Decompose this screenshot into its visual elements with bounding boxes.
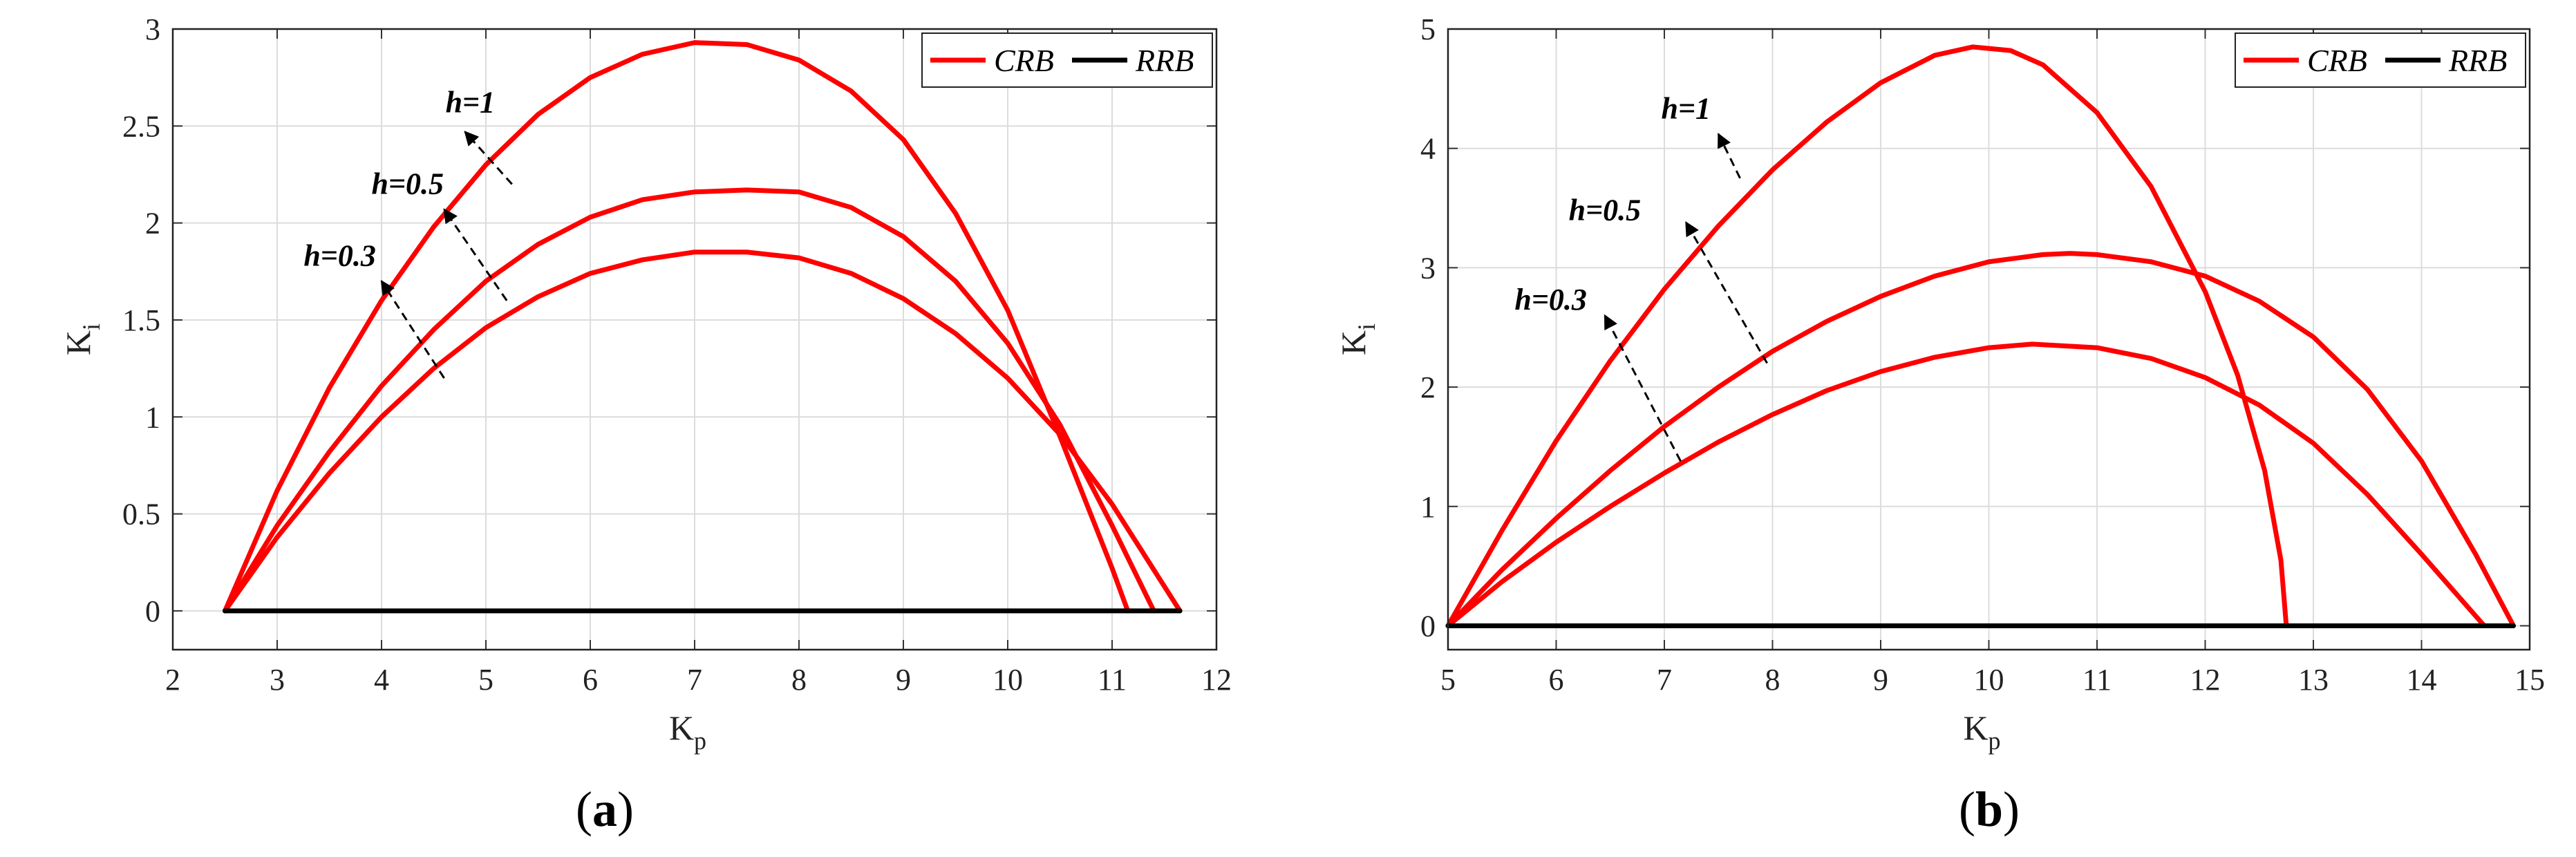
- axes-frame: [1447, 28, 2531, 651]
- series-line-crb-h-1: [223, 40, 1131, 614]
- caption-close-paren: ): [617, 782, 634, 837]
- x-tick-label: 10: [1974, 663, 2004, 697]
- x-tick-label: 6: [583, 663, 598, 697]
- subfigure-caption: (b): [1959, 782, 2020, 837]
- y-tick-label: 2: [145, 207, 160, 241]
- y-tick-label: 0.5: [122, 498, 160, 531]
- x-tick-label: 7: [1657, 663, 1672, 697]
- y-tick-label: 2.5: [122, 109, 160, 143]
- x-tick-label: 8: [1765, 663, 1780, 697]
- legend-label-rrb: RRB: [1135, 43, 1194, 78]
- series-line-crb-h-0-5: [1445, 251, 2517, 628]
- y-axis-label-main: K: [59, 330, 97, 355]
- x-tick-label: 2: [165, 663, 180, 697]
- x-axis-label-main: K: [669, 708, 694, 747]
- annotation-label: h=1: [446, 86, 496, 120]
- y-axis-label-sub: i: [77, 323, 105, 330]
- x-tick-label: 5: [478, 663, 493, 697]
- x-tick-label: 7: [687, 663, 702, 697]
- x-tick-label: 8: [791, 663, 807, 697]
- legend-label-crb: CRB: [994, 43, 1054, 78]
- legend-label-crb: CRB: [2307, 43, 2367, 78]
- subplot-a: 2 3 4 5 6 7 8 9 10 11 1200.511.522.53KpKih=1h=0.5h…: [59, 12, 1232, 837]
- x-tick-label: 11: [1098, 663, 1127, 697]
- x-tick-label: 9: [896, 663, 911, 697]
- x-axis-label: Kp: [1963, 708, 2000, 755]
- annotation-label: h=0.3: [1514, 283, 1587, 317]
- x-tick-label: 10: [993, 663, 1023, 697]
- y-axis-label: Ki: [1334, 323, 1380, 355]
- annotation-label: h=1: [1662, 92, 1711, 126]
- y-tick-label: 3: [145, 12, 160, 46]
- series-line-crb-h-1: [1445, 44, 2289, 628]
- x-axis-label-sub: p: [1989, 727, 2001, 755]
- x-axis-label-main: K: [1963, 708, 1988, 747]
- caption-letter: a: [592, 782, 617, 837]
- x-tick-label: 12: [1201, 663, 1232, 697]
- x-axis-label: Kp: [669, 708, 706, 755]
- subfigure-caption: (a): [576, 782, 634, 837]
- x-axis-label-sub: p: [694, 727, 706, 755]
- x-tick-label: 9: [1873, 663, 1888, 697]
- series-line-crb-h-0-5: [223, 187, 1156, 614]
- y-tick-label: 1: [145, 400, 160, 434]
- annotation-label: h=0.5: [1569, 193, 1642, 227]
- annotation-arrow: [464, 131, 513, 185]
- x-tick-label: 6: [1549, 663, 1564, 697]
- x-tick-label: 14: [2407, 663, 2437, 697]
- x-tick-label: 13: [2298, 663, 2329, 697]
- x-tick-label: 4: [374, 663, 389, 697]
- y-axis-label: Ki: [59, 323, 105, 355]
- y-tick-label: 1.5: [122, 303, 160, 337]
- series-line-crb-h-0-3: [1445, 341, 2487, 628]
- x-tick-label: 11: [2083, 663, 2112, 697]
- y-tick-label: 2: [1420, 370, 1436, 404]
- legend-label-rrb: RRB: [2448, 43, 2507, 78]
- x-tick-label: 15: [2514, 663, 2545, 697]
- series-line-crb-h-0-3: [223, 249, 1183, 614]
- x-tick-label: 5: [1440, 663, 1456, 697]
- caption-close-paren: ): [2003, 782, 2020, 837]
- x-tick-label: 12: [2190, 663, 2221, 697]
- caption-open-paren: (: [576, 782, 592, 837]
- caption-open-paren: (: [1959, 782, 1975, 837]
- y-tick-label: 4: [1420, 132, 1436, 166]
- subplot-b: 5 6 7 8 9 10 11 12 13 14 15012345KpKih=1h=0.5h=0.3…: [1334, 12, 2545, 837]
- annotation-label: h=0.5: [371, 167, 444, 201]
- annotation-arrow: [1717, 133, 1741, 179]
- y-tick-label: 1: [1420, 490, 1436, 524]
- y-axis-label-main: K: [1334, 330, 1373, 355]
- y-tick-label: 3: [1420, 251, 1436, 285]
- annotation-label: h=0.3: [303, 238, 376, 272]
- y-tick-label: 5: [1420, 12, 1436, 46]
- annotation-arrow: [443, 208, 508, 301]
- annotation-arrow: [380, 280, 445, 379]
- caption-letter: b: [1975, 782, 2003, 837]
- y-tick-label: 0: [1420, 609, 1436, 643]
- y-axis-label-sub: i: [1353, 323, 1380, 330]
- y-tick-label: 0: [145, 594, 160, 628]
- x-tick-label: 3: [270, 663, 285, 697]
- axes-frame: [171, 28, 1218, 651]
